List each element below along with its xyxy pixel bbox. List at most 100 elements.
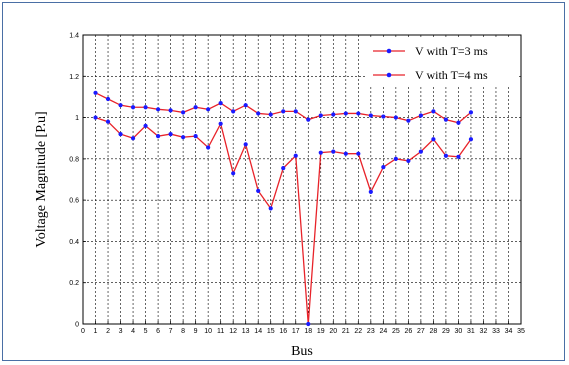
x-tick-label: 3 <box>119 328 123 335</box>
y-tick-label: 1.2 <box>69 74 79 81</box>
legend-marker-series-2 <box>386 72 392 78</box>
x-tick-label: 6 <box>156 328 160 335</box>
data-point <box>155 134 161 139</box>
legend-box <box>367 39 517 87</box>
data-point <box>105 96 111 102</box>
data-point <box>130 136 136 141</box>
data-point <box>118 103 123 108</box>
y-axis-label: Voltage Magnitude [P.u] <box>34 111 49 247</box>
series <box>93 90 474 327</box>
data-point <box>368 113 373 118</box>
data-point <box>256 111 261 116</box>
data-point <box>418 113 423 118</box>
data-point <box>318 113 323 118</box>
x-tick-label: 5 <box>144 328 148 335</box>
x-tick-label: 28 <box>430 328 438 335</box>
x-tick-label: 34 <box>505 328 513 335</box>
data-point <box>218 101 223 106</box>
data-point <box>293 109 298 114</box>
x-tick-label: 12 <box>229 328 237 335</box>
x-tick-label: 1 <box>94 328 98 335</box>
data-point <box>231 171 236 176</box>
data-point <box>356 111 361 116</box>
y-tick-label: 0.4 <box>69 239 79 246</box>
data-point <box>93 115 98 120</box>
data-point <box>155 107 161 112</box>
x-tick-label: 31 <box>467 328 475 335</box>
data-point <box>105 119 111 124</box>
data-point <box>443 117 449 122</box>
data-point <box>168 108 173 113</box>
x-tick-label: 4 <box>131 328 135 335</box>
data-point <box>381 165 386 170</box>
y-tick-label: 1.4 <box>69 33 79 40</box>
x-tick-label: 27 <box>417 328 425 335</box>
data-point <box>431 109 436 114</box>
data-point <box>206 107 211 112</box>
x-tick-label: 20 <box>329 328 337 335</box>
y-tick-label: 0.2 <box>69 280 79 287</box>
x-tick-label: 10 <box>204 328 212 335</box>
data-point <box>381 114 386 119</box>
x-tick-label: 30 <box>455 328 463 335</box>
x-tick-label: 2 <box>106 328 110 335</box>
data-point <box>306 117 311 122</box>
data-point <box>143 105 148 110</box>
data-point <box>181 110 186 115</box>
data-point <box>268 112 273 117</box>
data-point <box>406 158 411 164</box>
data-point <box>118 131 123 137</box>
x-tick-label: 24 <box>379 328 387 335</box>
data-point <box>456 154 461 159</box>
data-point <box>181 135 186 140</box>
y-tick-label: 1 <box>75 115 79 122</box>
x-tick-label: 7 <box>169 328 173 335</box>
data-point <box>206 145 211 150</box>
data-point <box>331 112 336 117</box>
x-tick-label: 21 <box>342 328 350 335</box>
data-point <box>468 137 474 142</box>
x-tick-label: 18 <box>304 328 312 335</box>
legend-label-series-2: V with T=4 ms <box>415 68 488 82</box>
data-point <box>231 109 236 114</box>
data-point <box>318 150 323 155</box>
data-point <box>431 137 436 142</box>
data-point <box>281 109 286 114</box>
data-point <box>130 105 136 110</box>
x-tick-label: 13 <box>242 328 250 335</box>
x-tick-label: 25 <box>392 328 400 335</box>
data-point <box>356 151 361 156</box>
plot-area <box>82 34 522 325</box>
data-point <box>93 90 98 95</box>
data-point <box>443 153 449 158</box>
chart-frame: 0 1 2 3 4 5 6 7 8 9 10 11 12 13 14 15 16 17 18 19 20 21 22 23 24… <box>2 2 565 361</box>
x-tick-label: 29 <box>442 328 450 335</box>
x-tick-label: 17 <box>292 328 300 335</box>
data-point <box>368 189 373 194</box>
x-ticks: 0 1 2 3 4 5 6 7 8 9 10 11 12 13 14 15 16 17 18 19 20 21 22 23 24… <box>81 321 525 335</box>
data-point <box>193 105 198 110</box>
x-tick-label: 9 <box>194 328 198 335</box>
y-ticks: 0 0.2 0.4 0.6 0.8 1 1.2 1.4 <box>69 33 86 329</box>
data-point <box>331 149 336 154</box>
data-point <box>268 206 273 211</box>
data-point <box>393 115 398 120</box>
data-point <box>406 118 411 123</box>
voltage-chart: 0 1 2 3 4 5 6 7 8 9 10 11 12 13 14 15 16 17 18 19 20 21 22 23 24… <box>34 33 525 360</box>
data-point <box>143 123 148 128</box>
y-tick-label: 0.6 <box>69 198 79 205</box>
x-tick-label: 22 <box>354 328 362 335</box>
series-2 <box>93 115 474 327</box>
x-tick-label: 0 <box>81 328 85 335</box>
x-tick-label: 33 <box>492 328 500 335</box>
x-tick-label: 19 <box>317 328 325 335</box>
data-point <box>243 142 248 147</box>
x-tick-label: 32 <box>480 328 488 335</box>
x-tick-label: 35 <box>517 328 525 335</box>
data-point <box>306 321 311 327</box>
x-tick-label: 16 <box>279 328 287 335</box>
data-point <box>243 103 248 108</box>
y-tick-label: 0.8 <box>69 156 79 163</box>
data-point <box>343 151 348 156</box>
data-point <box>256 188 261 193</box>
